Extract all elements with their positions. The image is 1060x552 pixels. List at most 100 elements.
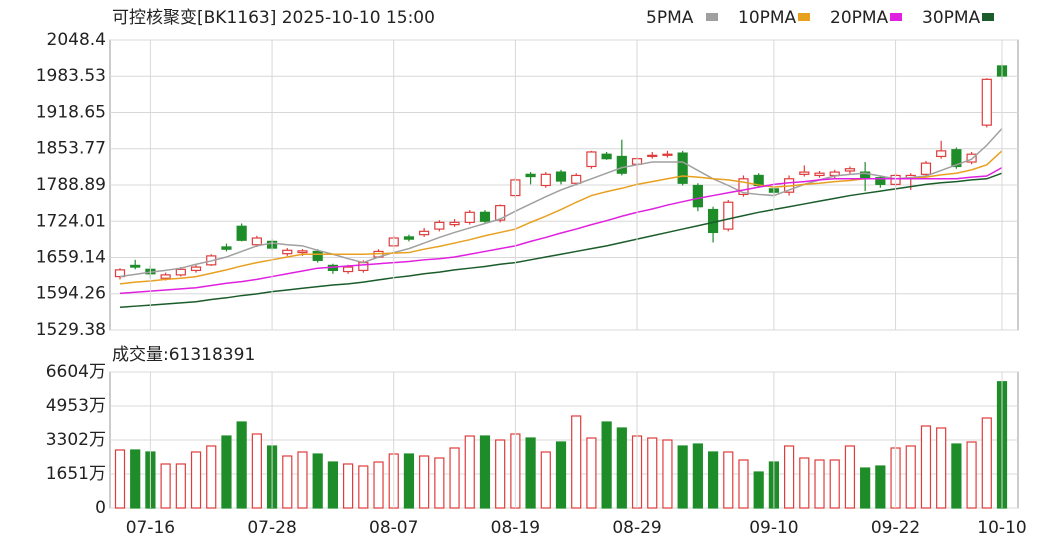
y-tick-label: 1788.89 [36,175,106,195]
candle-body [464,211,475,223]
volume-bar [647,437,658,509]
candle-body [692,184,703,208]
ma-line [119,128,1003,278]
legend-swatch [982,13,994,21]
candle-body [419,230,430,236]
volume-bar [434,457,445,509]
volume-bar [403,453,415,509]
x-tick-label: 08-19 [491,518,540,538]
legend-swatch [706,13,718,21]
candle-body [981,78,992,126]
volume-bar [707,451,719,509]
candle-body [677,152,688,184]
candle-body [662,153,673,156]
x-tick-label: 07-28 [247,518,296,538]
volume-bar [221,435,232,509]
volume-bar [936,427,947,509]
volume-bar [616,427,627,509]
candle-body [251,237,262,246]
chart-title: 可控核聚变[BK1163] 2025-10-10 15:00 [112,8,435,28]
volume-bar [799,457,810,509]
candle-body [555,171,567,182]
volume-bar [373,461,384,509]
volume-bar [601,421,612,509]
volume-bar [860,467,871,509]
x-tick-label: 10-10 [977,518,1026,538]
legend-swatch [798,13,810,21]
y-tick-label: 2048.4 [47,30,106,50]
legend-label: 5PMA [646,8,694,28]
volume-bar [829,459,840,509]
candle-body [130,264,141,268]
volume-bar [130,449,141,509]
volume-bar [753,471,764,509]
volume-bar [981,417,992,509]
volume-bar [297,451,308,509]
candle-body [343,266,354,273]
x-tick-label: 08-07 [369,518,418,538]
candle-body [723,201,734,230]
volume-bar [251,433,262,509]
candle-body [236,225,247,241]
candle-body [221,246,232,250]
x-tick-label: 07-16 [126,518,175,538]
x-tick-label: 09-10 [749,518,798,538]
volume-bar [571,415,582,509]
volume-bar [206,445,217,509]
volume-bar [479,435,491,509]
y-tick-label: 1724.01 [36,211,106,231]
candle-body [738,178,749,196]
y-tick-label: 3302万 [46,430,106,450]
candle-body [571,174,582,184]
volume-bar [114,449,126,509]
legend-label: 20PMA [830,8,889,28]
y-tick-label: 1651万 [46,464,106,484]
candle-body [312,250,323,261]
volume-bar [920,425,932,509]
candle-body [282,249,293,255]
volume-bar [784,445,795,509]
candle-body [586,151,597,168]
ma-line [119,166,1003,295]
volume-bar [282,455,293,509]
candle-body [616,155,627,174]
candle-body [525,173,536,178]
candle-body [951,149,962,168]
volume-bar [905,445,916,509]
legend-swatch [890,13,902,21]
candle-body [814,172,825,177]
volume-bar [555,441,567,509]
candle-body [844,168,856,172]
candle-body [540,173,551,187]
ma-line [119,150,1003,285]
x-tick-label: 09-22 [871,518,920,538]
volume-bar [814,459,825,509]
volume-bar [419,455,430,509]
volume-bar [723,451,734,509]
y-tick-label: 6604万 [46,362,106,382]
y-tick-label: 4953万 [46,396,106,416]
y-tick-label: 1659.14 [36,247,106,267]
x-tick-label: 08-29 [612,518,661,538]
volume-bar [358,465,369,509]
volume-bar [343,463,354,509]
volume-title: 成交量:61318391 [112,345,255,365]
candle-body [495,205,506,221]
y-tick-label: 1853.77 [36,139,106,159]
candle-body [875,177,886,185]
candle-body [799,171,810,175]
volume-bar [662,439,673,509]
candle-body [175,268,186,276]
candle-body [647,154,658,158]
candle-body [601,153,612,160]
candle-body [449,221,460,226]
volume-bar [525,437,536,509]
legend-label: 30PMA [922,8,981,28]
volume-bar [586,437,597,509]
candle-body [966,153,977,163]
volume-bar [875,465,886,509]
candle-body [479,211,491,222]
candle-body [160,274,171,279]
volume-bar [236,421,247,509]
